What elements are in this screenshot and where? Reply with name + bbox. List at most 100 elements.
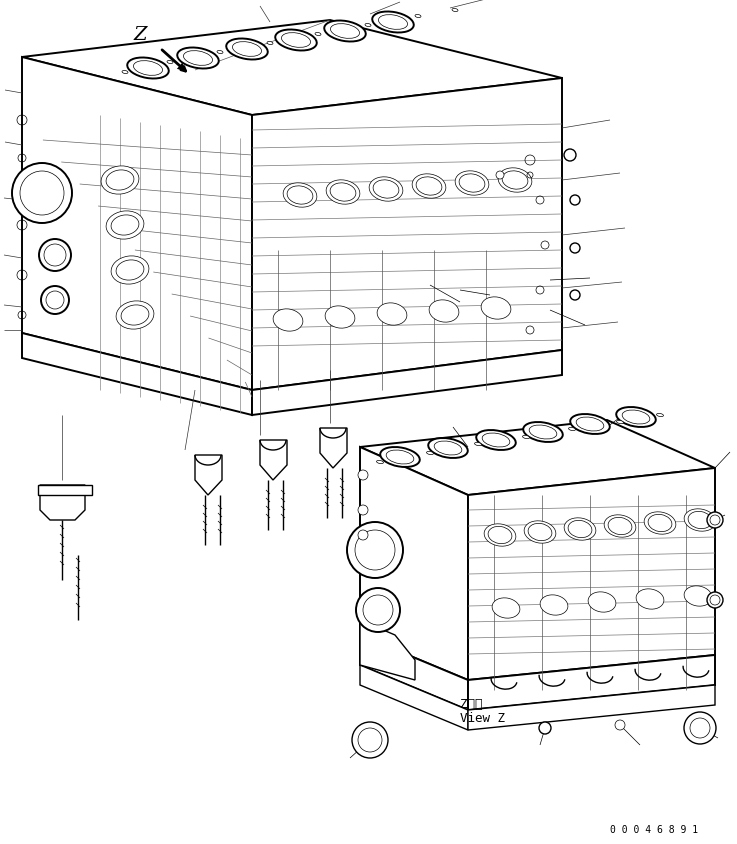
Ellipse shape bbox=[636, 589, 664, 609]
Polygon shape bbox=[38, 485, 92, 495]
Ellipse shape bbox=[177, 47, 219, 68]
Ellipse shape bbox=[412, 174, 446, 198]
Ellipse shape bbox=[315, 32, 321, 35]
Polygon shape bbox=[252, 350, 562, 415]
Ellipse shape bbox=[428, 438, 468, 458]
Ellipse shape bbox=[369, 177, 403, 201]
Ellipse shape bbox=[529, 425, 557, 439]
Ellipse shape bbox=[101, 166, 139, 194]
Ellipse shape bbox=[267, 41, 273, 45]
Polygon shape bbox=[40, 485, 85, 520]
Circle shape bbox=[570, 195, 580, 205]
Ellipse shape bbox=[282, 33, 310, 47]
Ellipse shape bbox=[684, 509, 716, 531]
Polygon shape bbox=[360, 447, 468, 680]
Ellipse shape bbox=[492, 598, 520, 618]
Ellipse shape bbox=[657, 414, 663, 417]
Ellipse shape bbox=[283, 183, 317, 207]
Ellipse shape bbox=[482, 433, 510, 447]
Ellipse shape bbox=[455, 170, 489, 195]
Circle shape bbox=[12, 163, 72, 223]
Polygon shape bbox=[468, 655, 715, 710]
Ellipse shape bbox=[617, 420, 624, 424]
Ellipse shape bbox=[116, 301, 154, 329]
Polygon shape bbox=[195, 455, 222, 495]
Ellipse shape bbox=[273, 309, 303, 331]
Polygon shape bbox=[22, 57, 252, 390]
Polygon shape bbox=[468, 685, 715, 730]
Ellipse shape bbox=[275, 30, 317, 51]
Ellipse shape bbox=[429, 300, 459, 322]
Ellipse shape bbox=[365, 24, 371, 26]
Ellipse shape bbox=[564, 518, 596, 540]
Polygon shape bbox=[320, 428, 347, 468]
Polygon shape bbox=[360, 665, 468, 730]
Ellipse shape bbox=[588, 592, 616, 612]
Ellipse shape bbox=[379, 14, 408, 30]
Ellipse shape bbox=[498, 168, 532, 192]
Ellipse shape bbox=[386, 450, 414, 464]
Ellipse shape bbox=[616, 407, 656, 427]
Polygon shape bbox=[360, 420, 715, 495]
Ellipse shape bbox=[217, 51, 223, 53]
Circle shape bbox=[684, 712, 716, 744]
Circle shape bbox=[41, 286, 69, 314]
Ellipse shape bbox=[568, 427, 576, 430]
Ellipse shape bbox=[167, 61, 173, 63]
Polygon shape bbox=[360, 635, 468, 710]
Ellipse shape bbox=[184, 51, 212, 65]
Ellipse shape bbox=[324, 20, 366, 41]
Ellipse shape bbox=[326, 180, 360, 204]
Ellipse shape bbox=[452, 8, 458, 12]
Ellipse shape bbox=[484, 524, 516, 546]
Ellipse shape bbox=[106, 211, 144, 239]
Ellipse shape bbox=[570, 414, 609, 434]
Circle shape bbox=[570, 290, 580, 300]
Ellipse shape bbox=[604, 515, 636, 537]
Ellipse shape bbox=[133, 61, 163, 75]
Ellipse shape bbox=[415, 14, 421, 18]
Ellipse shape bbox=[377, 303, 407, 325]
Polygon shape bbox=[260, 440, 287, 480]
Ellipse shape bbox=[622, 410, 650, 424]
Polygon shape bbox=[360, 620, 415, 680]
Ellipse shape bbox=[128, 57, 169, 78]
Ellipse shape bbox=[684, 586, 712, 606]
Ellipse shape bbox=[481, 297, 511, 319]
Polygon shape bbox=[22, 333, 252, 415]
Circle shape bbox=[564, 149, 576, 161]
Circle shape bbox=[570, 243, 580, 253]
FancyArrowPatch shape bbox=[160, 49, 186, 71]
Ellipse shape bbox=[523, 422, 563, 442]
Circle shape bbox=[352, 722, 388, 758]
Ellipse shape bbox=[372, 12, 413, 33]
Polygon shape bbox=[22, 20, 562, 115]
Text: 0 0 0 4 6 8 9 1: 0 0 0 4 6 8 9 1 bbox=[610, 825, 698, 835]
Ellipse shape bbox=[576, 417, 604, 431]
Ellipse shape bbox=[523, 436, 529, 439]
Ellipse shape bbox=[434, 441, 462, 455]
Ellipse shape bbox=[226, 39, 268, 59]
Ellipse shape bbox=[476, 430, 516, 450]
Circle shape bbox=[615, 720, 625, 730]
Circle shape bbox=[347, 522, 403, 578]
Circle shape bbox=[358, 505, 368, 515]
Ellipse shape bbox=[232, 41, 262, 57]
Text: Z　視: Z 視 bbox=[460, 699, 483, 711]
Circle shape bbox=[707, 512, 723, 528]
Circle shape bbox=[358, 530, 368, 540]
Polygon shape bbox=[252, 78, 562, 390]
Ellipse shape bbox=[644, 511, 676, 534]
Ellipse shape bbox=[427, 452, 433, 455]
Ellipse shape bbox=[122, 70, 128, 73]
Circle shape bbox=[39, 239, 71, 271]
Ellipse shape bbox=[380, 447, 420, 467]
Ellipse shape bbox=[524, 521, 556, 544]
Circle shape bbox=[356, 588, 400, 632]
Ellipse shape bbox=[540, 595, 568, 615]
Circle shape bbox=[539, 722, 551, 734]
Ellipse shape bbox=[330, 24, 360, 38]
Ellipse shape bbox=[325, 306, 355, 328]
Polygon shape bbox=[468, 468, 715, 680]
Circle shape bbox=[496, 171, 504, 179]
